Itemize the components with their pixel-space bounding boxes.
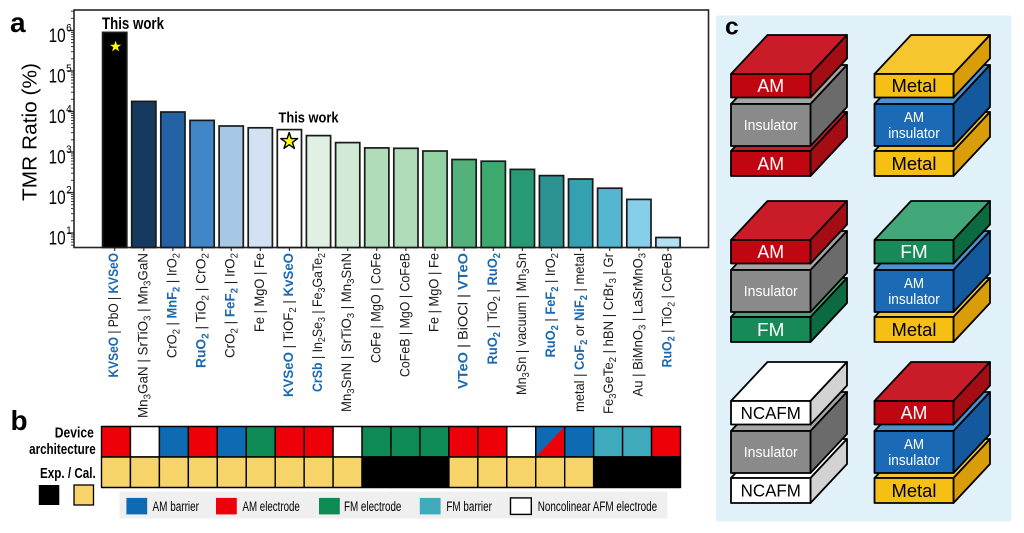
- svg-text:AM: AM: [757, 241, 784, 262]
- svg-text:AM: AM: [901, 402, 928, 423]
- svg-text:RuO2 | FeF2 | IrO2: RuO2 | FeF2 | IrO2: [543, 253, 561, 358]
- svg-text:Fe | MgO | Fe: Fe | MgO | Fe: [252, 253, 267, 332]
- svg-text:Mn3GaN | SrTiO3 | Mn3GaN: Mn3GaN | SrTiO3 | Mn3GaN: [135, 253, 153, 418]
- svg-text:AM barrier: AM barrier: [153, 499, 200, 514]
- svg-text:Insulator: Insulator: [744, 444, 798, 461]
- svg-text:6: 6: [66, 22, 72, 34]
- svg-text:architecture: architecture: [29, 442, 96, 458]
- svg-text:AM: AM: [904, 110, 924, 126]
- svg-text:10: 10: [49, 66, 66, 87]
- svg-text:insulator: insulator: [888, 453, 940, 469]
- svg-text:a: a: [10, 7, 26, 38]
- svg-text:Exp. / Cal.: Exp. / Cal.: [40, 466, 96, 482]
- svg-text:AM: AM: [904, 437, 924, 453]
- svg-text:TMR Ratio (%): TMR Ratio (%): [20, 63, 42, 201]
- svg-text:FM: FM: [757, 319, 784, 340]
- svg-text:KVSeO | PbO | KVSeO: KVSeO | PbO | KVSeO: [106, 253, 121, 378]
- svg-text:NCAFM: NCAFM: [741, 481, 801, 501]
- svg-text:This work: This work: [279, 110, 340, 127]
- svg-text:Fe3GeTe2 | hBN | CrBr3 | Gr: Fe3GeTe2 | hBN | CrBr3 | Gr: [601, 253, 619, 414]
- svg-text:5: 5: [66, 63, 72, 75]
- svg-text:10: 10: [49, 188, 66, 209]
- svg-text:metal | CoF2 or NiF2 | metal: metal | CoF2 or NiF2 | metal: [572, 253, 590, 412]
- svg-text:AM: AM: [757, 153, 784, 174]
- svg-text:RuO2 | TiO2 | CrO2: RuO2 | TiO2 | CrO2: [194, 253, 212, 368]
- svg-text:Noncolinear AFM electrode: Noncolinear AFM electrode: [538, 499, 658, 514]
- svg-text:FM: FM: [900, 241, 927, 262]
- svg-text:CrO2 | FeF2 | IrO2: CrO2 | FeF2 | IrO2: [223, 253, 241, 358]
- svg-text:NCAFM: NCAFM: [741, 403, 801, 423]
- svg-text:CoFeB | MgO | CoFeB: CoFeB | MgO | CoFeB: [397, 253, 412, 377]
- svg-text:AM electrode: AM electrode: [243, 499, 300, 514]
- svg-text:Device: Device: [55, 426, 94, 442]
- svg-text:Au | BiMnO3 | LaSrMnO3: Au | BiMnO3 | LaSrMnO3: [630, 253, 648, 397]
- svg-text:10: 10: [49, 107, 66, 128]
- svg-text:4: 4: [66, 103, 72, 115]
- svg-text:insulator: insulator: [888, 126, 940, 142]
- svg-text:FM barrier: FM barrier: [446, 499, 492, 514]
- svg-text:FM electrode: FM electrode: [344, 499, 401, 514]
- svg-text:10: 10: [49, 228, 66, 249]
- svg-text:AM: AM: [757, 75, 784, 96]
- svg-text:10: 10: [49, 26, 66, 47]
- svg-text:Metal: Metal: [892, 319, 937, 340]
- svg-text:RuO2 | TiO2 | CoFeB: RuO2 | TiO2 | CoFeB: [660, 253, 678, 368]
- svg-text:CoFe | MgO | CoFe: CoFe | MgO | CoFe: [368, 253, 383, 363]
- svg-text:Insulator: Insulator: [744, 117, 798, 134]
- svg-text:Metal: Metal: [892, 480, 937, 501]
- svg-text:Fe | MgO | Fe: Fe | MgO | Fe: [427, 253, 442, 332]
- svg-text:Insulator: Insulator: [744, 283, 798, 300]
- svg-text:10: 10: [49, 147, 66, 168]
- svg-text:3: 3: [66, 144, 72, 156]
- svg-text:Mn3SnN | SrTiO3 | Mn3SnN: Mn3SnN | SrTiO3 | Mn3SnN: [339, 253, 357, 412]
- svg-text:AM: AM: [904, 276, 924, 292]
- svg-text:Mn3Sn | vacuum | Mn3Sn: Mn3Sn | vacuum | Mn3Sn: [514, 253, 532, 395]
- svg-text:insulator: insulator: [888, 292, 940, 308]
- svg-text:RuO2 | TiO2 | RuO2: RuO2 | TiO2 | RuO2: [485, 253, 503, 365]
- svg-text:2: 2: [66, 184, 72, 196]
- svg-text:This work: This work: [102, 14, 164, 33]
- svg-text:CrO2 | MnF2 | IrO2: CrO2 | MnF2 | IrO2: [164, 253, 182, 358]
- svg-text:CrSb | In2Se3 | Fe3GaTe2: CrSb | In2Se3 | Fe3GaTe2: [310, 253, 328, 392]
- svg-text:b: b: [11, 405, 28, 436]
- svg-text:c: c: [725, 13, 739, 40]
- svg-text:1: 1: [66, 225, 72, 237]
- svg-text:KVSeO | TiOF2 | KvSeO: KVSeO | TiOF2 | KvSeO: [281, 253, 299, 397]
- svg-text:Metal: Metal: [892, 153, 937, 174]
- svg-text:Metal: Metal: [892, 75, 937, 96]
- svg-text:VTeO | BiOCl | VTeO: VTeO | BiOCl | VTeO: [456, 253, 471, 389]
